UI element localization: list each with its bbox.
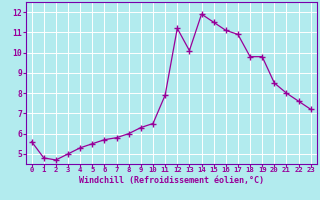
X-axis label: Windchill (Refroidissement éolien,°C): Windchill (Refroidissement éolien,°C) xyxy=(79,176,264,185)
